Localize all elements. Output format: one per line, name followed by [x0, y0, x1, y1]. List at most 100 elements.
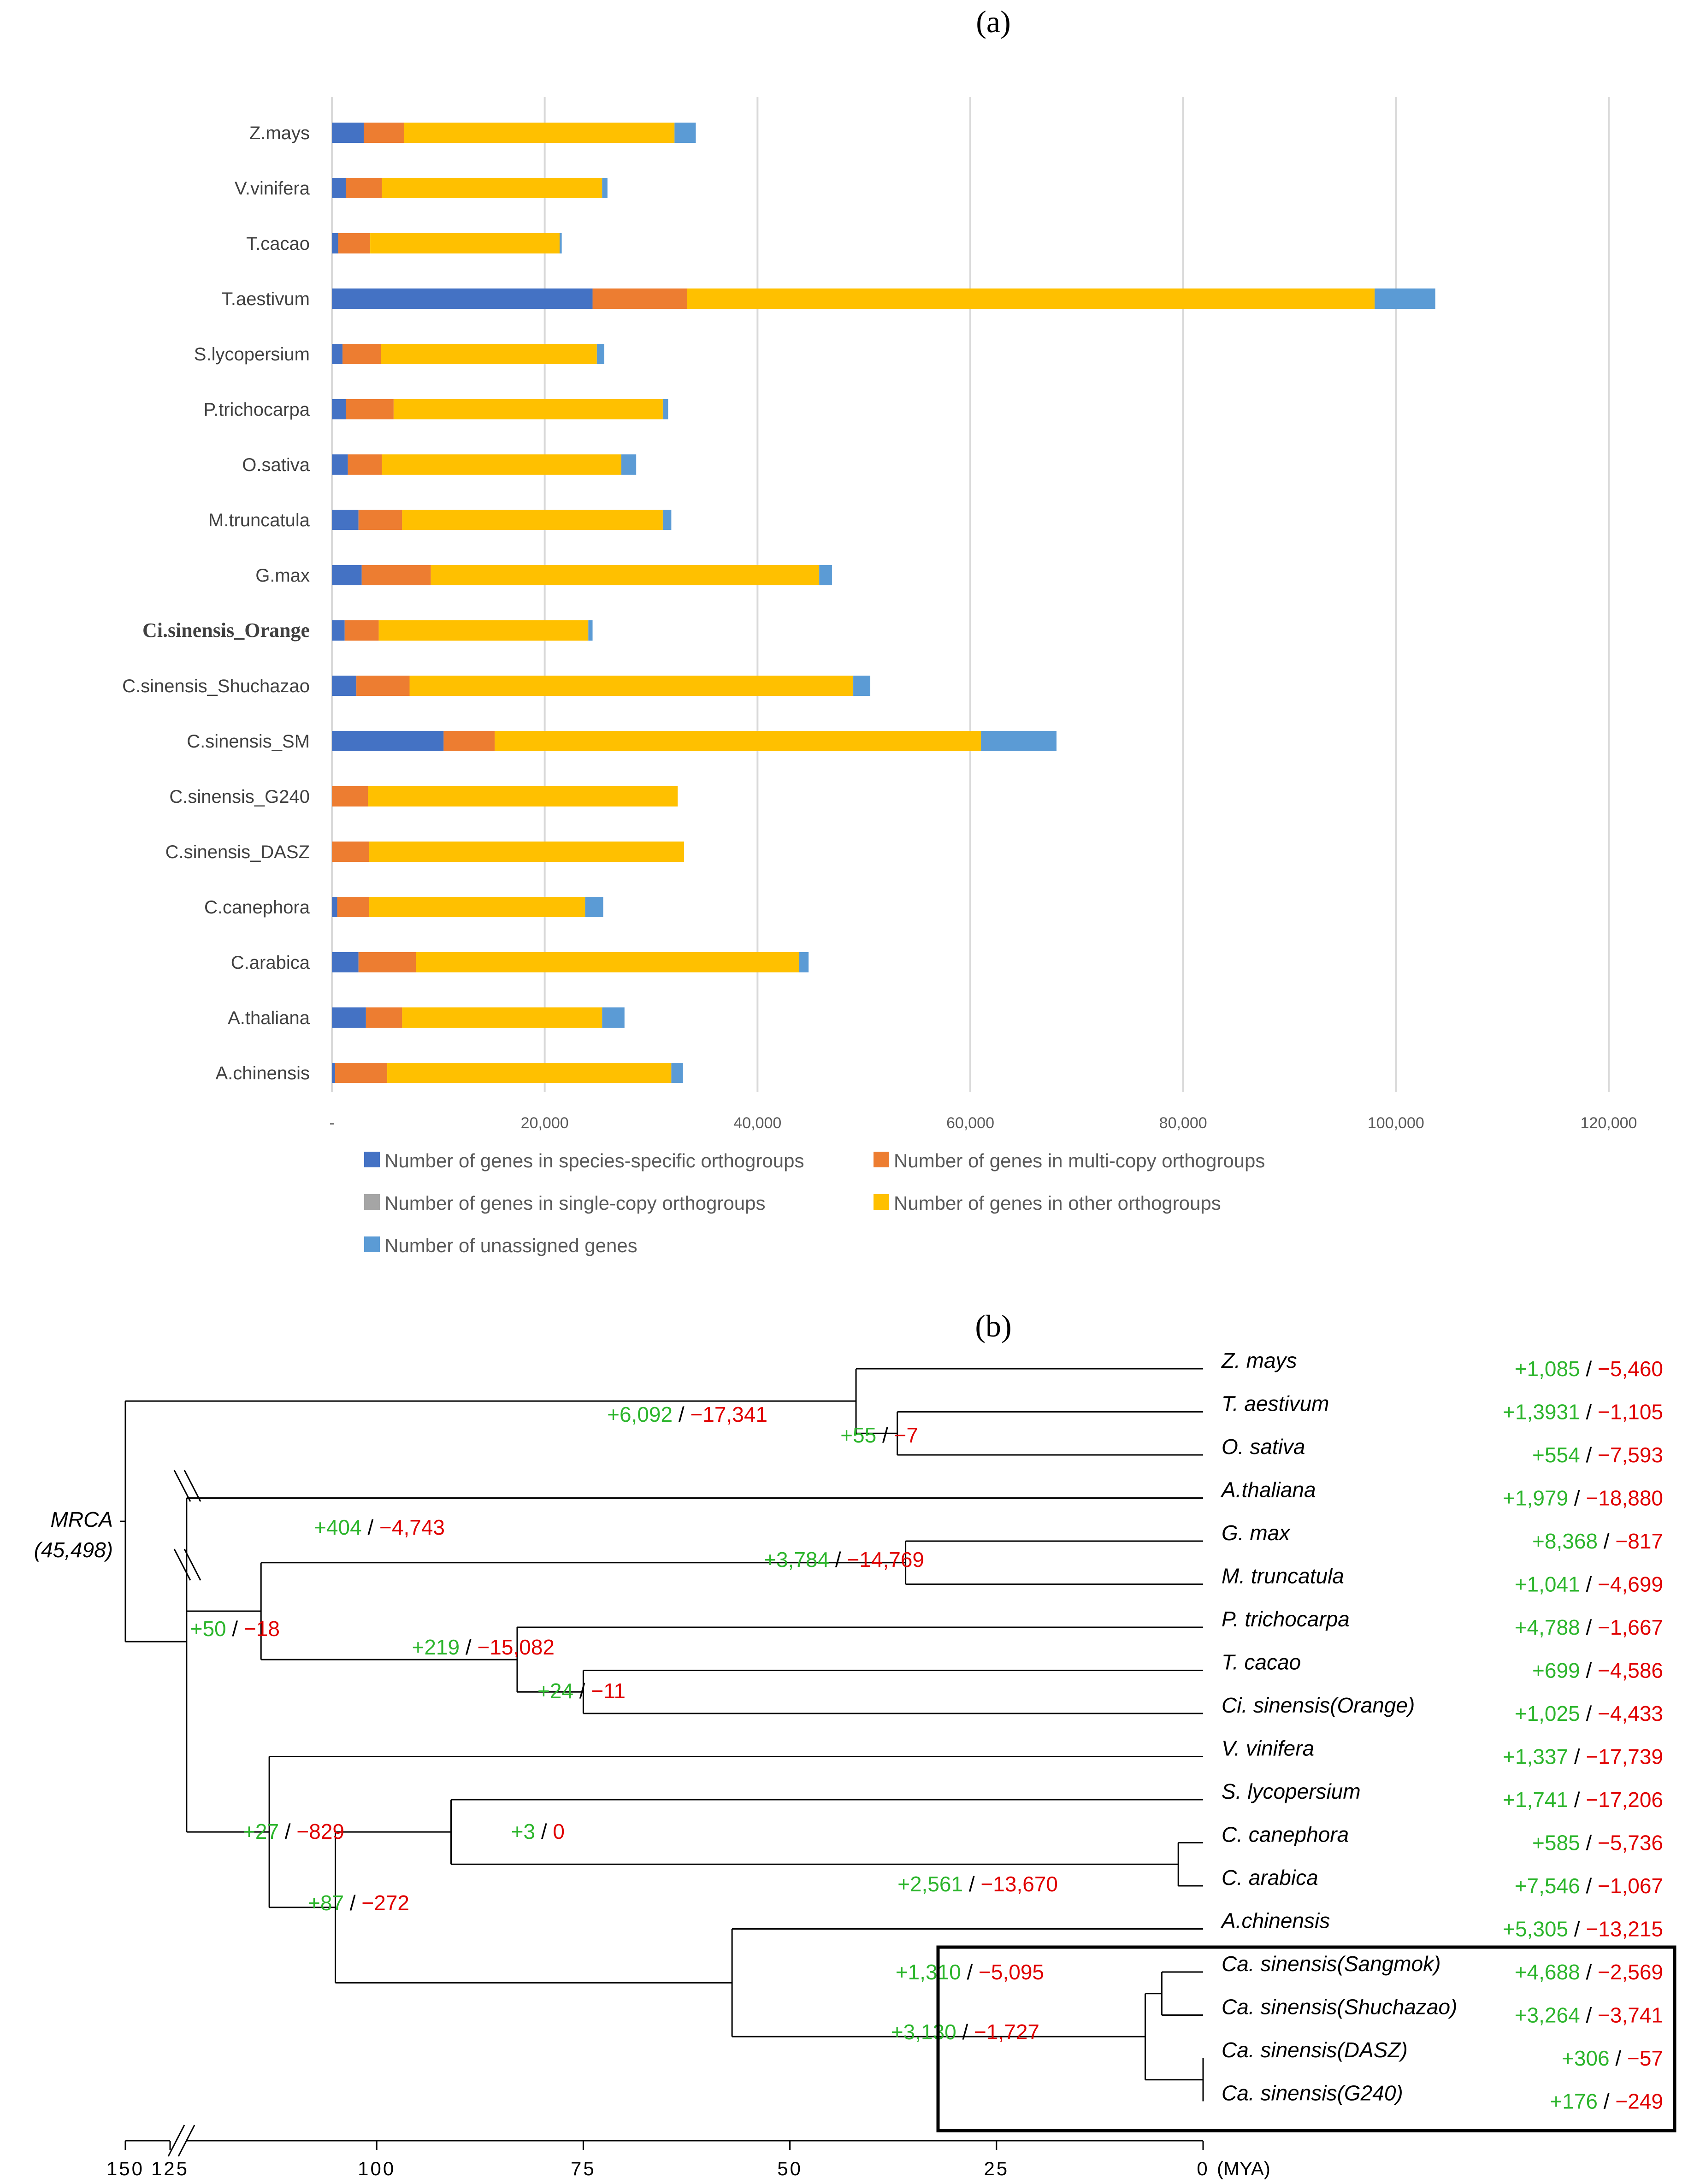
bar-segment — [332, 288, 593, 309]
loss-value: −4,586 — [1598, 1659, 1663, 1683]
legend-swatch — [874, 1152, 889, 1167]
category-label: G.max — [255, 565, 310, 586]
gain-value: +404 — [314, 1515, 362, 1539]
bar-segment — [585, 897, 603, 917]
loss-value: −4,699 — [1598, 1572, 1663, 1596]
loss-value: −17,341 — [690, 1402, 767, 1426]
bar-segment — [1375, 288, 1435, 309]
loss-value: −13,215 — [1586, 1917, 1663, 1941]
gain-value: +4,788 — [1515, 1615, 1580, 1639]
gain-loss-label: +6,092 / −17,341 — [607, 1402, 767, 1426]
bar-segment — [332, 233, 338, 253]
category-label: C.canephora — [204, 897, 310, 918]
leaf-name: Ca. sinensis(Shuchazao) — [1222, 1995, 1457, 2019]
camellia-highlight-box — [936, 1945, 1676, 2132]
gain-value: +1,310 — [896, 1960, 961, 1984]
leaf-name: Ca. sinensis(Sangmok) — [1222, 1952, 1441, 1976]
legend-label: Number of genes in species-specific orth… — [384, 1150, 804, 1171]
leaf-gain-loss: +176 / −249 — [1550, 2090, 1663, 2113]
bar-segment — [342, 344, 381, 364]
gain-value: +87 — [308, 1891, 344, 1915]
bar-segment — [382, 454, 621, 475]
loss-value: −2,569 — [1598, 1960, 1663, 1984]
bar-segment — [404, 123, 675, 143]
leaf-name: M. truncatula — [1222, 1564, 1344, 1588]
category-labels: Z.mays V.vinifera T.cacao T.aestivum S.lycop… — [122, 123, 310, 1083]
axis-tick-label: 25 — [984, 2158, 1009, 2179]
gain-value: +1,741 — [1503, 1788, 1568, 1812]
loss-value: −17,739 — [1586, 1745, 1663, 1769]
bar-segment — [356, 676, 410, 696]
gain-value: +306 — [1562, 2046, 1610, 2070]
loss-value: −5,736 — [1598, 1831, 1663, 1855]
axis-break-mark — [183, 1470, 201, 1502]
legend-swatch — [364, 1194, 380, 1210]
bar-segment — [799, 952, 809, 972]
legend-swatch — [364, 1236, 380, 1252]
bar-segment — [332, 178, 346, 198]
leaf-gain-loss: +4,688 / −2,569 — [1515, 1960, 1663, 1984]
loss-value: −11 — [591, 1679, 626, 1703]
bar-segment — [687, 288, 1375, 309]
gain-loss-label: +87 / −272 — [308, 1891, 409, 1915]
gain-value: +219 — [412, 1635, 460, 1659]
bar-segment — [332, 454, 348, 475]
leaf-gain-loss: +1,025 / −4,433 — [1515, 1701, 1663, 1725]
leaf-name: Ci. sinensis(Orange) — [1222, 1693, 1415, 1717]
loss-value: −18,880 — [1586, 1486, 1663, 1510]
gain-loss-label: +27 / −829 — [243, 1819, 344, 1843]
bar-segment — [338, 233, 371, 253]
leaf-gain-loss: +8,368 / −817 — [1532, 1529, 1663, 1553]
bar-segment — [332, 510, 359, 530]
bar-segment — [346, 178, 382, 198]
gain-value: +5,305 — [1503, 1917, 1568, 1941]
leaf-name: T. cacao — [1222, 1650, 1301, 1674]
bar-segment — [335, 1063, 388, 1083]
gain-loss-label: +50 / −18 — [190, 1617, 280, 1641]
bar-segment — [358, 510, 402, 530]
bar-segment — [332, 1007, 366, 1028]
bar-segment — [332, 952, 359, 972]
bar-segment — [495, 731, 981, 751]
loss-value: −272 — [361, 1891, 409, 1915]
loss-value: −1,105 — [1598, 1400, 1663, 1424]
legend-label: Number of genes in single-copy orthogrou… — [384, 1192, 765, 1214]
loss-value: −4,743 — [379, 1515, 445, 1539]
leaf-name: Ca. sinensis(G240) — [1222, 2081, 1403, 2105]
bar-segment — [332, 344, 343, 364]
loss-value: −14,769 — [847, 1548, 924, 1572]
gain-value: +8,368 — [1532, 1529, 1598, 1553]
bar-segment — [332, 620, 345, 641]
bar-segment — [332, 786, 368, 806]
gain-value: +699 — [1532, 1659, 1580, 1683]
bar-segment — [378, 620, 589, 641]
bar-segment — [559, 233, 562, 253]
bar-segment — [346, 399, 394, 419]
loss-value: −1,067 — [1598, 1874, 1663, 1898]
axis-tick-label: 100 — [358, 2158, 395, 2179]
gain-value: +1,025 — [1515, 1701, 1580, 1725]
gain-value: +3,264 — [1515, 2003, 1580, 2027]
legend-label: Number of genes in multi-copy orthogroup… — [894, 1150, 1265, 1171]
category-label: C.sinensis_SM — [187, 731, 310, 752]
bar-segment — [674, 123, 696, 143]
gain-loss-label: +3 / 0 — [511, 1819, 565, 1843]
category-label: A.chinensis — [215, 1063, 310, 1083]
bar-segment — [332, 123, 364, 143]
leaf-name: P. trichocarpa — [1222, 1607, 1350, 1631]
leaf-gain-loss: +4,788 / −1,667 — [1515, 1615, 1663, 1639]
tree-branches — [120, 1368, 1204, 2102]
axis-unit-label: (MYA) — [1217, 2158, 1270, 2179]
bar-segment — [592, 288, 687, 309]
leaf-name: O. sativa — [1222, 1435, 1305, 1459]
loss-value: −17,206 — [1586, 1788, 1663, 1812]
gain-value: +3,130 — [891, 2020, 956, 2044]
bar-segment — [588, 620, 593, 641]
gain-loss-label: +2,561 / −13,670 — [897, 1872, 1058, 1896]
bars — [332, 123, 1435, 1083]
axis-tick-label: 0 — [1197, 2158, 1209, 2179]
gain-loss-label: +219 / −15,082 — [412, 1635, 555, 1659]
bar-segment — [602, 1007, 625, 1028]
leaf-gain-loss: +7,546 / −1,067 — [1515, 1874, 1663, 1898]
leaf-gain-loss: +1,3931 / −1,105 — [1503, 1400, 1663, 1424]
